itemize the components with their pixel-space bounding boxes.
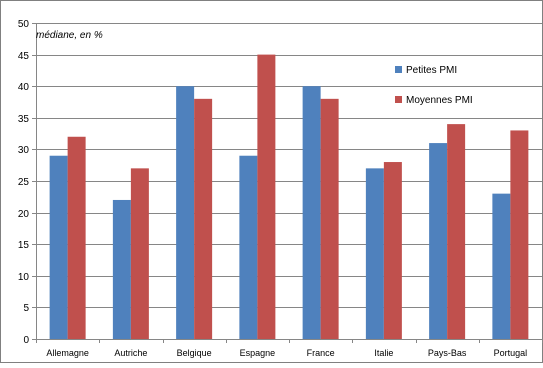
bar-petites-france <box>302 86 321 339</box>
x-tick-label: Belgique <box>177 348 212 358</box>
x-tick-label: Allemagne <box>46 348 89 358</box>
bar-moyennes-portugal <box>510 130 529 339</box>
y-tick-label: 35 <box>18 114 30 125</box>
bar-petites-autriche <box>112 199 131 339</box>
x-tick-label: Espagne <box>240 348 276 358</box>
legend-label: Moyennes PMI <box>406 95 473 106</box>
x-tick-label: France <box>307 348 335 358</box>
legend-swatch <box>395 66 402 73</box>
x-tick-label: Autriche <box>114 348 147 358</box>
bar-moyennes-allemagne <box>67 136 86 339</box>
bar-petites-espagne <box>239 155 258 339</box>
x-tick-labels: Allemagne Autriche Belgique Espagne France It… <box>46 348 527 358</box>
y-tick-label: 50 <box>18 19 30 30</box>
y-tick-label: 0 <box>23 335 29 346</box>
y-tick-label: 40 <box>18 82 30 93</box>
bar-petites-allemagne <box>49 155 68 339</box>
x-tick-label: Pays-Bas <box>428 348 467 358</box>
y-tick-label: 10 <box>18 272 30 283</box>
y-tick-label: 20 <box>18 209 30 220</box>
y-tick-label: 5 <box>23 303 29 314</box>
bar-petites-portugal <box>492 193 511 339</box>
y-tick-label: 30 <box>18 145 30 156</box>
bar-petites-italie <box>365 168 384 339</box>
legend-swatch <box>395 96 402 103</box>
y-tick-labels: 0 5 10 15 20 25 30 35 40 45 50 <box>18 19 30 346</box>
bar-moyennes-france <box>320 98 339 339</box>
bar-moyennes-belgique <box>194 98 213 339</box>
bar-petites-pays-bas <box>429 143 448 339</box>
bar-moyennes-autriche <box>130 168 149 339</box>
chart-subtitle: médiane, en % <box>36 30 103 41</box>
y-tick-label: 45 <box>18 51 30 62</box>
bar-moyennes-pays-bas <box>447 124 466 340</box>
x-tick-label: Italie <box>374 348 393 358</box>
legend: Petites PMI Moyennes PMI <box>395 65 473 106</box>
bars <box>49 54 529 340</box>
bar-petites-belgique <box>176 86 195 339</box>
bar-moyennes-espagne <box>257 54 276 339</box>
y-tick-label: 15 <box>18 240 30 251</box>
legend-label: Petites PMI <box>406 65 457 76</box>
x-tick-label: Portugal <box>494 348 528 358</box>
bar-moyennes-italie <box>383 162 402 339</box>
y-tick-label: 25 <box>18 177 30 188</box>
